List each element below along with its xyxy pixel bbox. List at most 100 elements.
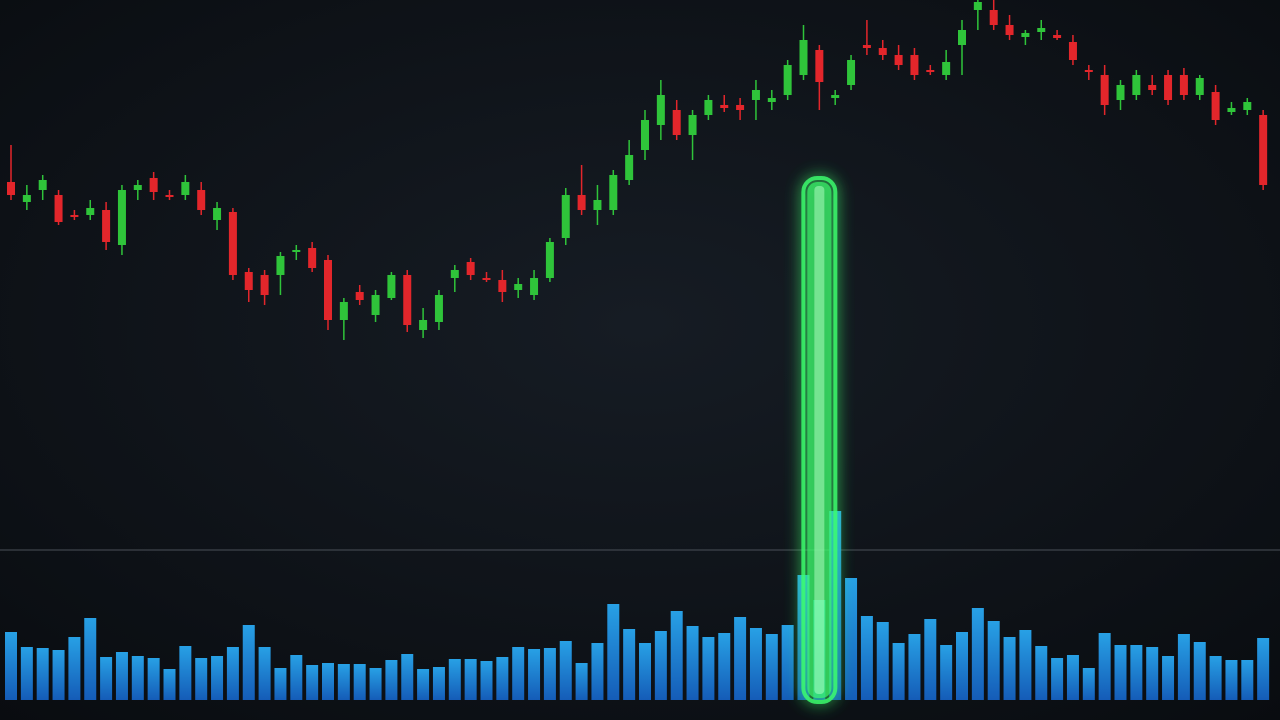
candle-body [1227,108,1236,112]
candle-body [672,110,681,135]
candle-body [767,98,776,102]
volume-bar [924,619,937,700]
candle-body [704,100,713,115]
candle-body [688,115,697,135]
volume-bar [607,604,620,700]
candle-body [149,178,158,192]
candle-body [545,242,554,278]
volume-bar [892,643,905,700]
volume-bar [496,657,509,700]
volume-bar [1146,647,1159,700]
candle-body [1195,78,1204,95]
volume-bar [131,656,144,700]
candle-body [1132,75,1141,95]
candle-body [7,182,15,195]
candle-body [577,195,586,210]
highlight-glow [801,176,838,704]
volume-bar [1098,633,1111,700]
volume-bar [226,647,239,700]
volume-bar [845,578,858,700]
volume-bar [734,617,747,700]
candle-body [181,182,190,195]
candle-body [609,175,618,210]
candle-body [593,200,602,210]
volume-bar [1066,655,1079,700]
volume-bar [258,647,271,700]
volume-bar [543,648,556,700]
volume-bar [1225,660,1238,700]
volume-bar [670,611,683,700]
candle-body [751,90,760,100]
candle-body [847,60,856,85]
volume-bar [464,659,477,700]
candle-body [102,210,111,242]
volume-bar [1114,645,1127,700]
volume-bar [401,654,414,700]
candle-body [197,190,206,210]
candle-body [419,320,428,330]
volume-bar [195,658,208,700]
candle-body [276,256,285,275]
volume-bar [52,650,65,700]
volume-bar [1035,646,1048,700]
candle-body [403,275,412,325]
candle-body [625,155,634,180]
volume-bar [100,657,113,700]
candle-body [958,30,966,45]
volume-bar [432,667,445,700]
volume-bar [211,656,224,700]
volume-bar [528,649,541,700]
candle-body [878,48,887,55]
volume-bar [686,626,699,700]
volume-bar [987,621,1000,700]
candle-body [641,120,649,150]
plot [5,0,1270,704]
candle-body [498,280,507,292]
candle-body [736,105,745,110]
candle-body [213,208,222,220]
volume-bar [1241,660,1254,700]
candle-body [387,275,396,298]
candle-body [1116,85,1125,100]
volume-bar [147,658,160,700]
volume-bar [908,634,921,700]
candle-body [862,45,871,48]
volume-bar [718,633,731,700]
volume-bar [1162,656,1175,700]
candle-body [292,250,301,252]
volume-bar [639,643,651,700]
candle-body [54,195,63,222]
candle-body [260,275,269,295]
candle-body [1259,115,1268,185]
highlight-core [814,186,825,694]
candle-body [656,95,665,125]
candle-body [1100,75,1109,105]
volume-bar [623,629,636,700]
volume-bar [163,669,176,700]
candle-body [1148,85,1157,90]
candle-body [1037,28,1046,32]
candle-body [799,40,808,75]
volume-bar [306,665,319,700]
volume-bar [575,663,588,700]
candle-body [165,195,174,197]
candle-body [561,195,570,238]
candle-body [86,208,95,215]
candle-body [244,272,253,290]
volume-bar [353,664,366,700]
candle-body [355,292,364,300]
volume-bar [781,625,794,700]
volume-bar [84,618,97,700]
candle-body [1211,92,1220,120]
volume-bar [242,625,255,700]
volume-bar [68,637,81,700]
candle-body [371,295,380,315]
candle-body [228,212,237,275]
volume-bar [480,661,493,700]
volume-bar [860,616,873,700]
candle-body [514,284,523,290]
volume-bar [765,634,778,700]
volume-bar [1051,658,1064,700]
volume-bar [512,647,525,700]
volume-bar [274,668,287,700]
